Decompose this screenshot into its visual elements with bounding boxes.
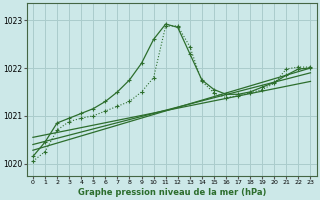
X-axis label: Graphe pression niveau de la mer (hPa): Graphe pression niveau de la mer (hPa) <box>77 188 266 197</box>
